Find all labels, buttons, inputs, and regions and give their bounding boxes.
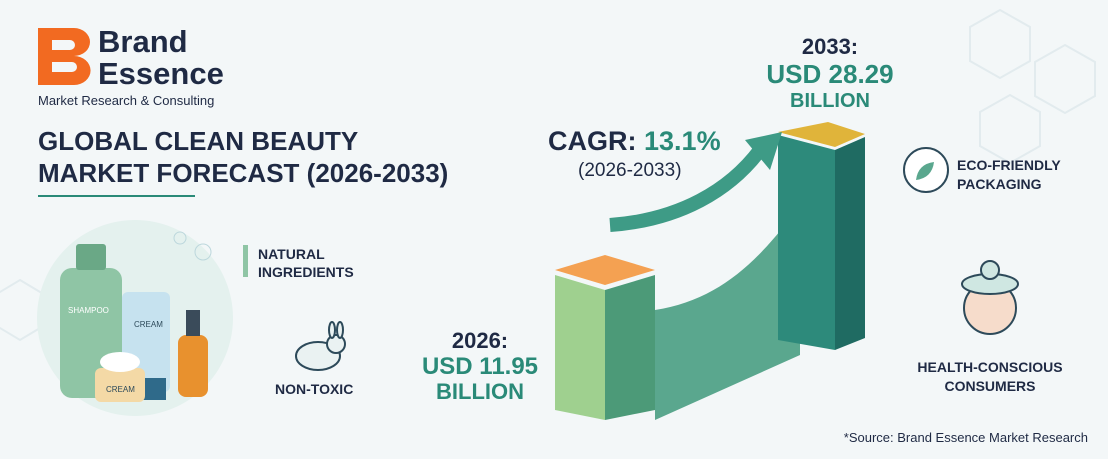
feature: HEALTH-CONSCIOUS CONSUMERS: [917, 359, 1063, 394]
cagr-label: CAGR:: [548, 126, 637, 156]
product-label: SHAMPOO: [68, 306, 109, 315]
source: *Source: Brand Essence Market Research: [843, 430, 1088, 445]
feature: ECO-FRIENDLY PACKAGING: [957, 157, 1061, 192]
start-year: 2026:: [451, 328, 509, 353]
product-label: CREAM: [106, 385, 135, 394]
product-label: CREAM: [134, 320, 163, 329]
feature: NON-TOXIC: [275, 381, 354, 397]
cagr: CAGR: 13.1%: [548, 126, 721, 157]
start-amount: USD 11.95: [421, 353, 539, 380]
title: GLOBAL CLEAN BEAUTY: [38, 126, 359, 156]
end-year: 2033:: [801, 34, 859, 59]
title: MARKET FORECAST (2026-2033): [38, 158, 449, 188]
logo-name: Brand: [98, 24, 188, 59]
start-unit: BILLION: [436, 379, 524, 404]
cagr-period: (2026-2033): [578, 160, 682, 181]
end-amount: USD 28.29: [766, 59, 894, 89]
logo-tagline: Market Research & Consulting: [38, 93, 215, 108]
logo-name: Essence: [98, 56, 224, 91]
feature: NATURAL INGREDIENTS: [258, 246, 354, 280]
end-unit: BILLION: [790, 90, 870, 112]
cagr-value: 13.1%: [644, 126, 721, 156]
